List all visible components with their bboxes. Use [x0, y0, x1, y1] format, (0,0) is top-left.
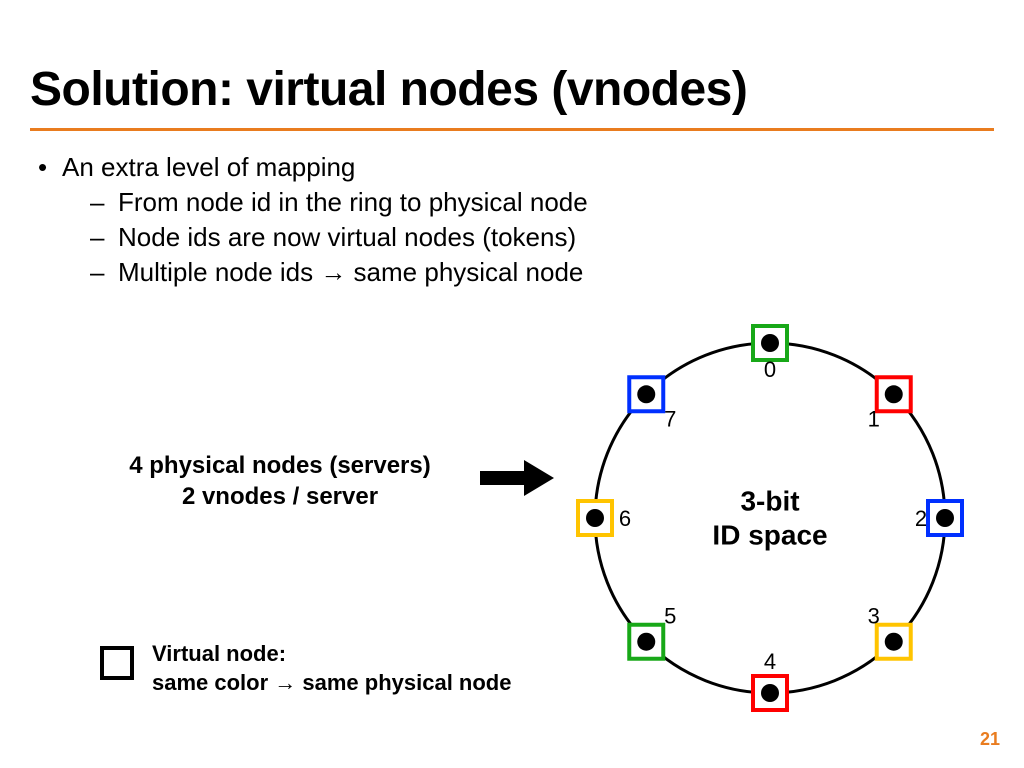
arrow-icon: [480, 458, 554, 498]
vnode-dot-3: [885, 633, 903, 651]
legend: Virtual node: same color → same physical…: [100, 640, 511, 697]
vnode-label-3: 3: [868, 604, 880, 629]
vnode-label-0: 0: [764, 357, 776, 382]
vnode-label-6: 6: [619, 506, 631, 531]
vnode-dot-5: [637, 633, 655, 651]
vnode-dot-4: [761, 684, 779, 702]
bullet-main: An extra level of mapping: [62, 150, 355, 185]
legend-line1: Virtual node:: [152, 640, 511, 669]
title-rule: [30, 128, 994, 131]
vnode-label-2: 2: [915, 506, 927, 531]
bullet-sub-0: From node id in the ring to physical nod…: [118, 185, 588, 220]
vnode-dot-6: [586, 509, 604, 527]
ring-center-label: 3-bit ID space: [712, 484, 827, 551]
caption-line1: 4 physical nodes (servers): [100, 450, 460, 481]
vnode-dot-0: [761, 334, 779, 352]
vnode-label-5: 5: [664, 604, 676, 629]
bullet-list: • An extra level of mapping –From node i…: [38, 150, 588, 290]
vnode-dot-7: [637, 385, 655, 403]
slide-title: Solution: virtual nodes (vnodes): [30, 62, 747, 117]
diagram-caption: 4 physical nodes (servers) 2 vnodes / se…: [100, 450, 460, 512]
ring-diagram: 0 1 2 3 4 5 6 7 3-bit ID space: [560, 308, 980, 728]
caption-line2: 2 vnodes / server: [100, 481, 460, 512]
legend-square-icon: [100, 646, 134, 680]
ring-center-line1: 3-bit: [712, 484, 827, 518]
vnode-label-1: 1: [868, 406, 880, 431]
bullet-sub-1: Node ids are now virtual nodes (tokens): [118, 220, 576, 255]
bullet-sub-2: Multiple node ids → same physical node: [118, 255, 583, 290]
ring-center-line2: ID space: [712, 518, 827, 552]
vnode-dot-2: [936, 509, 954, 527]
vnode-label-7: 7: [664, 406, 676, 431]
vnode-label-4: 4: [764, 649, 776, 674]
vnode-dot-1: [885, 385, 903, 403]
page-number: 21: [980, 729, 1000, 750]
legend-line2: same color → same physical node: [152, 669, 511, 698]
